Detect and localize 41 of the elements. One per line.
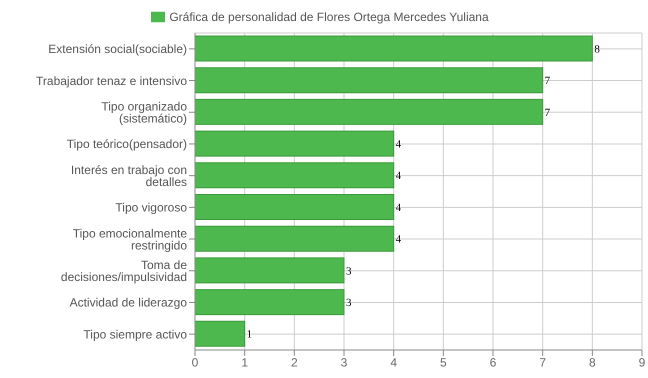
bar xyxy=(195,67,544,94)
bar xyxy=(195,36,593,62)
x-tick-label: 8 xyxy=(588,356,596,370)
x-tick-label: 2 xyxy=(290,356,298,370)
bar xyxy=(195,194,394,220)
x-tick-label: 5 xyxy=(440,356,447,370)
x-tick-label: 1 xyxy=(241,356,248,370)
data-label: 3 xyxy=(346,297,352,310)
y-tick-label: Tipo organizado (sistemático) xyxy=(101,100,188,126)
y-tick-label: Tipo vigoroso xyxy=(115,200,188,215)
x-tick-label: 9 xyxy=(638,356,646,370)
data-label: 4 xyxy=(396,170,402,182)
legend-label: Gráfica de personalidad de Flores Ortega Mercedes Yuliana xyxy=(169,10,489,24)
data-label: 4 xyxy=(396,202,402,214)
bar xyxy=(195,289,344,316)
y-tick-label: Interés en trabajo con detalles xyxy=(70,162,187,189)
data-label: 1 xyxy=(246,328,252,341)
x-tick-label: 0 xyxy=(192,356,199,370)
bar xyxy=(195,130,394,157)
x-tick-label: 6 xyxy=(490,356,497,370)
y-tick-label: Toma de decisiones/impulsividad xyxy=(60,258,188,284)
x-tick-label: 4 xyxy=(390,356,398,370)
data-label: 7 xyxy=(544,75,551,88)
data-label: 8 xyxy=(594,43,600,56)
x-tick-label: 3 xyxy=(340,356,348,370)
bar xyxy=(195,98,544,125)
y-tick-label: Tipo siempre activo xyxy=(83,327,188,342)
bar xyxy=(195,162,394,188)
y-tick-label: Actividad de liderazgo xyxy=(70,296,188,310)
y-tick-label: Tipo emocionalmente restringido xyxy=(72,226,188,252)
data-label: 4 xyxy=(396,138,402,151)
data-label: 4 xyxy=(396,234,402,246)
y-tick-label: Extensión social(sociable) xyxy=(48,42,187,56)
bar xyxy=(195,226,394,252)
bar xyxy=(195,257,344,284)
data-label: 7 xyxy=(544,106,551,119)
data-label: 3 xyxy=(346,265,352,278)
y-tick-label: Tipo teórico(pensador) xyxy=(66,137,188,152)
y-tick-label: Trabajador tenaz e intensivo xyxy=(36,74,188,88)
bar xyxy=(195,320,246,347)
x-tick-label: 7 xyxy=(539,356,546,370)
